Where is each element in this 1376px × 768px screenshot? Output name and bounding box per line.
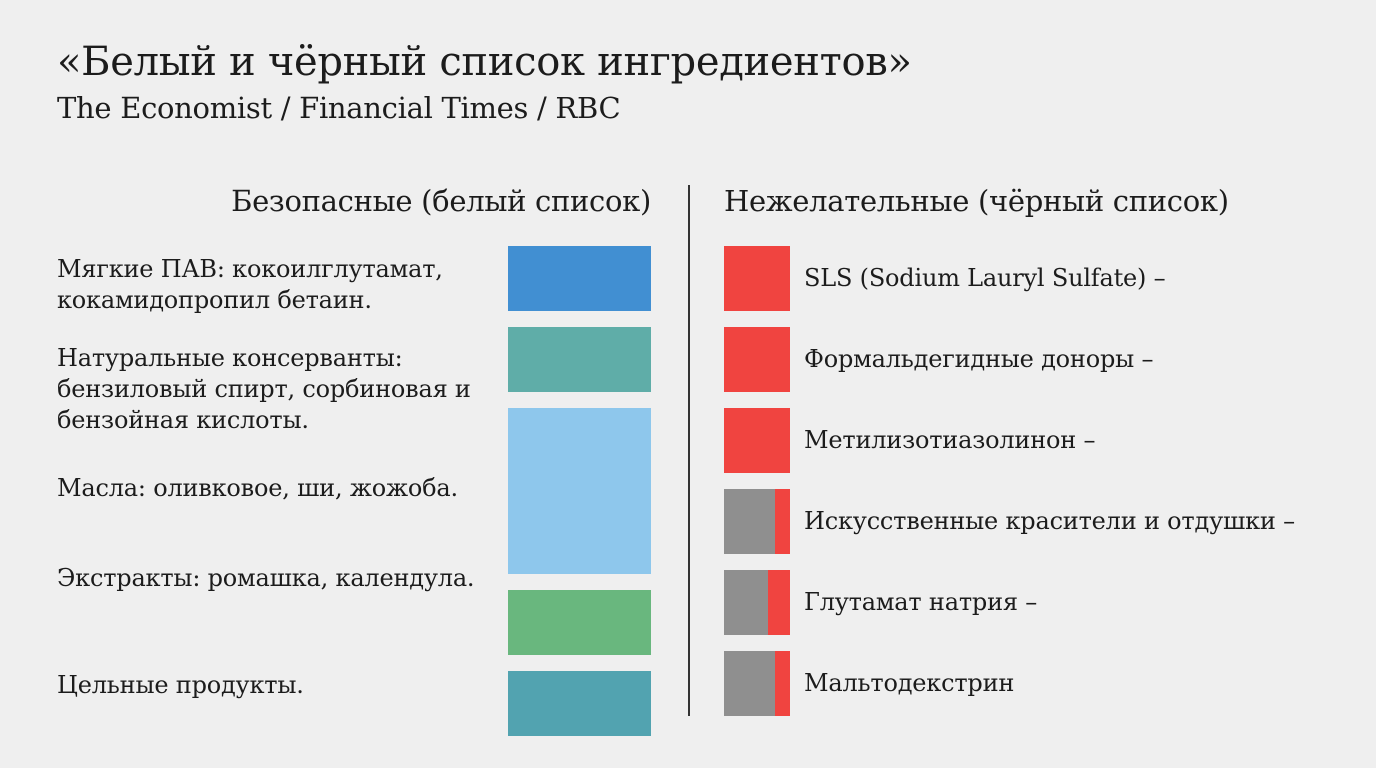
blacklist-label: Метилизотиазолинон – [804,426,1096,454]
blacklist-marker [724,408,790,473]
whitelist-bar [508,671,651,736]
blacklist-label: Искусственные красители и отдушки – [804,507,1295,535]
whitelist-bar [508,408,651,574]
chart-subtitle: The Economist / Financial Times / RBC [57,91,621,125]
blacklist-label: Мальтодекстрин [804,669,1015,697]
whitelist-bar [508,327,651,392]
blacklist-header: Нежелательные (чёрный список) [724,184,1229,218]
whitelist-bar [508,590,651,655]
blacklist-label: Формальдегидные доноры – [804,345,1154,373]
blacklist-marker-gray-part [724,489,775,554]
blacklist-marker-gray-part [724,651,775,716]
whitelist-bar [508,246,651,311]
blacklist-marker [724,570,790,635]
blacklist-marker [724,327,790,392]
blacklist-marker-gray-part [724,570,768,635]
whitelist-header: Безопасные (белый список) [231,184,651,218]
column-divider [688,185,690,716]
whitelist-label: Масла: оливковое, ши, жожоба. [57,474,458,502]
whitelist-label: Мягкие ПАВ: кокоилглутамат, кокамидопроп… [57,255,443,314]
blacklist-marker [724,489,790,554]
whitelist-label: Натуральные консерванты: бензиловый спир… [57,344,471,434]
chart-title: «Белый и чёрный список ингредиентов» [57,39,912,85]
blacklist-label: Глутамат натрия – [804,588,1038,616]
whitelist-label: Экстракты: ромашка, календула. [57,564,475,592]
blacklist-marker [724,651,790,716]
blacklist-marker [724,246,790,311]
whitelist-label: Цельные продукты. [57,671,304,699]
blacklist-label: SLS (Sodium Lauryl Sulfate) – [804,264,1166,292]
